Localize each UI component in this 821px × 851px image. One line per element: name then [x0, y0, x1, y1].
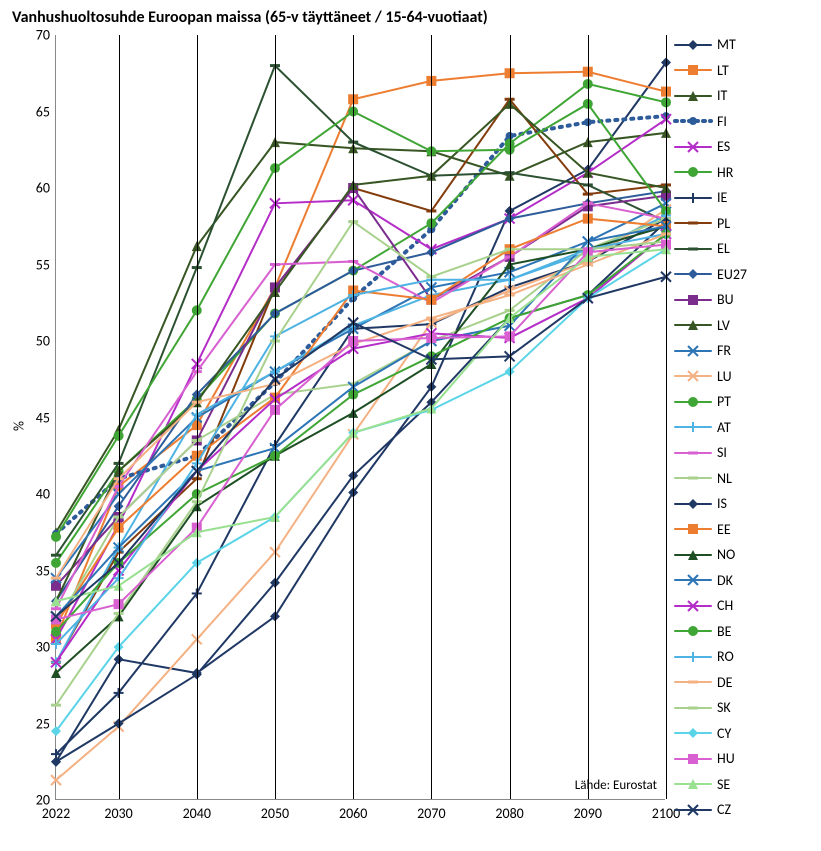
y-tick-label: 25 [36, 715, 56, 732]
legend-label: LT [717, 62, 729, 79]
legend-item: LU [675, 364, 815, 390]
legend-item: SK [675, 695, 815, 721]
y-tick-label: 65 [36, 103, 56, 120]
legend-label: PL [717, 215, 730, 232]
legend-item: CH [675, 593, 815, 619]
legend-label: LU [717, 368, 732, 385]
legend-label: MT [717, 36, 736, 53]
legend-item: ES [675, 134, 815, 160]
legend-item: BU [675, 287, 815, 313]
legend-label: IE [717, 189, 727, 206]
legend-item: NO [675, 542, 815, 568]
legend-item: EU27 [675, 262, 815, 288]
chart-container: Vanhushuoltosuhde Euroopan maissa (65-v … [0, 0, 821, 851]
y-axis-label: % [11, 420, 28, 430]
legend-label: IT [717, 87, 727, 104]
legend-item: FR [675, 338, 815, 364]
x-tick-label: 2040 [183, 799, 211, 822]
x-tick-label: 2070 [417, 799, 445, 822]
y-tick-label: 55 [36, 256, 56, 273]
legend-item: IS [675, 491, 815, 517]
legend-label: CH [717, 597, 733, 614]
legend-item: CY [675, 721, 815, 747]
y-tick-label: 30 [36, 639, 56, 656]
x-tick-label: 2030 [104, 799, 132, 822]
legend-item: DK [675, 568, 815, 594]
legend-label: CZ [717, 801, 731, 818]
legend-item: IE [675, 185, 815, 211]
legend-item: PL [675, 211, 815, 237]
legend-label: EU27 [717, 266, 747, 283]
legend-label: PT [717, 393, 731, 410]
legend-label: SI [717, 444, 727, 461]
legend-item: EE [675, 517, 815, 543]
x-tick-label: 2022 [42, 799, 70, 822]
legend-label: CY [717, 725, 731, 742]
legend-label: IS [717, 495, 727, 512]
legend-item: HR [675, 160, 815, 186]
legend-label: HR [717, 164, 733, 181]
legend-item: BE [675, 619, 815, 645]
x-tick-label: 2080 [495, 799, 523, 822]
y-tick-label: 60 [36, 180, 56, 197]
legend-item: PT [675, 389, 815, 415]
legend-label: BE [717, 623, 731, 640]
legend-item: LV [675, 313, 815, 339]
legend-label: NL [717, 470, 732, 487]
legend-item: SE [675, 772, 815, 798]
legend-label: DE [717, 674, 732, 691]
legend-label: FR [717, 342, 731, 359]
legend-item: FI [675, 109, 815, 135]
source-note: Lähde: Eurostat [575, 778, 657, 793]
y-tick-label: 35 [36, 562, 56, 579]
legend-label: RO [717, 648, 734, 665]
chart-svg [56, 35, 666, 800]
legend-item: RO [675, 644, 815, 670]
legend-item: MT [675, 32, 815, 58]
plot-area: 2025303540455055606570 20222030204020502… [55, 35, 665, 800]
legend-item: LT [675, 58, 815, 84]
legend-label: BU [717, 291, 734, 308]
y-tick-label: 40 [36, 486, 56, 503]
legend-item: AT [675, 415, 815, 441]
legend-item: NL [675, 466, 815, 492]
legend-label: FI [717, 113, 727, 130]
y-tick-label: 45 [36, 409, 56, 426]
legend-item: IT [675, 83, 815, 109]
legend-label: ES [717, 138, 730, 155]
x-tick-label: 2060 [339, 799, 367, 822]
y-tick-label: 70 [36, 27, 56, 44]
legend-item: DE [675, 670, 815, 696]
legend-label: AT [717, 419, 731, 436]
legend-label: DK [717, 572, 733, 589]
chart-title: Vanhushuoltosuhde Euroopan maissa (65-v … [12, 8, 488, 27]
legend-label: LV [717, 317, 730, 334]
legend-label: EL [717, 240, 730, 257]
x-tick-label: 2090 [574, 799, 602, 822]
legend-item: EL [675, 236, 815, 262]
legend-label: HU [717, 750, 735, 767]
x-tick-label: 2050 [261, 799, 289, 822]
legend-label: SK [717, 699, 731, 716]
y-tick-label: 50 [36, 333, 56, 350]
legend: MT LT IT FI ES HR IE PL EL EU27 BU LV FR LU PT AT SI NL IS… [675, 32, 815, 823]
legend-label: EE [717, 521, 731, 538]
legend-label: NO [717, 546, 735, 563]
legend-item: CZ [675, 797, 815, 823]
legend-label: SE [717, 776, 730, 793]
legend-item: SI [675, 440, 815, 466]
legend-item: HU [675, 746, 815, 772]
